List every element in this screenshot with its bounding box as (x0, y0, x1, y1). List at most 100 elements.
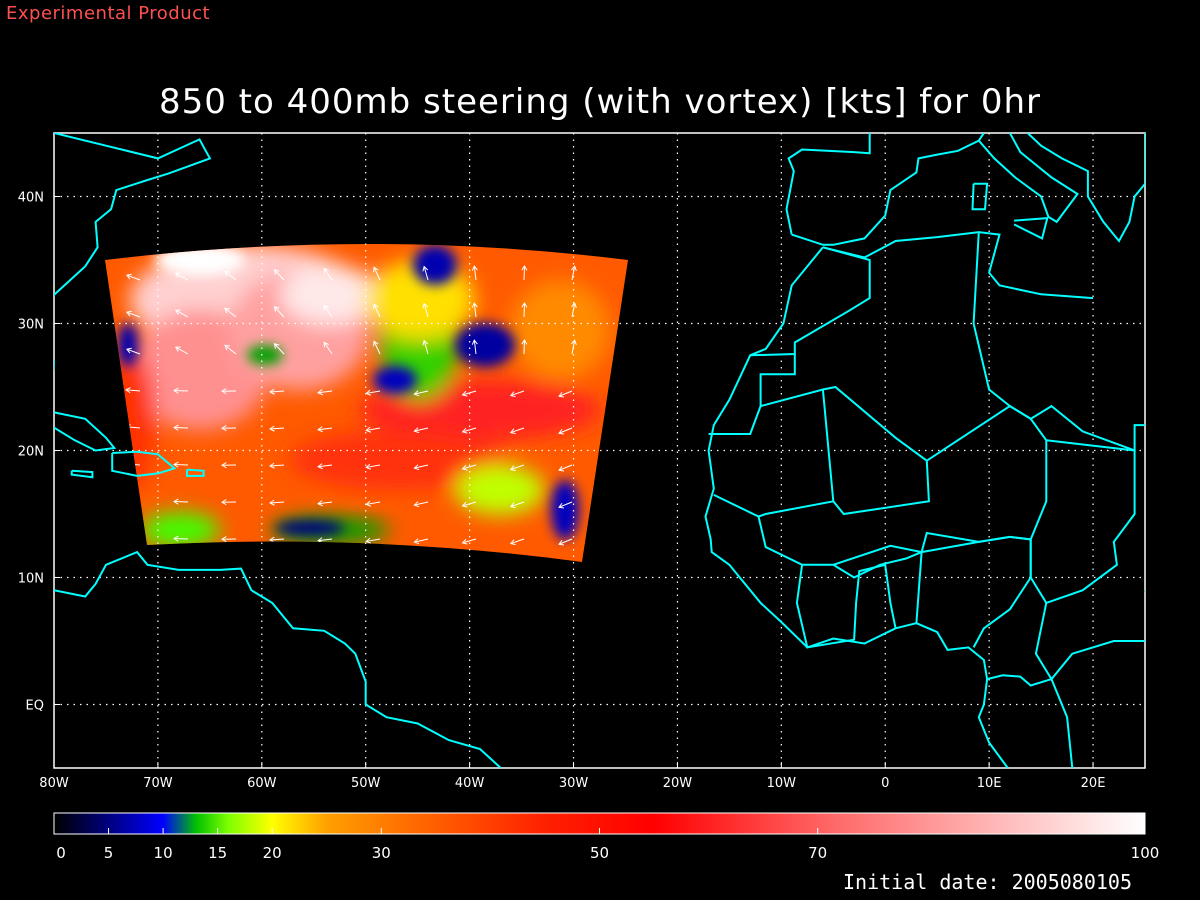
wind-arrow (558, 464, 573, 471)
wind-arrow (473, 303, 477, 318)
coast-jamaica (70, 469, 94, 479)
border-w-sahara (708, 354, 796, 435)
wind-arrow-head (422, 302, 429, 309)
steering-field (105, 244, 628, 562)
border-mauritania (713, 388, 835, 518)
y-tick-label: EQ (26, 699, 44, 714)
wind-arrow-head (461, 501, 468, 508)
wind-arrow (318, 464, 333, 468)
wind-arrow-head (509, 502, 516, 509)
wind-arrow (462, 427, 477, 433)
colorbar-tick-label: 20 (263, 844, 282, 862)
wind-arrow-head (422, 265, 429, 272)
x-tick-label: 10W (767, 776, 797, 791)
wind-arrow-head (413, 464, 420, 471)
wind-arrow-head (317, 500, 323, 507)
wind-arrow-head (461, 464, 468, 471)
border-west-africa (757, 516, 922, 579)
wind-arrow (274, 269, 285, 281)
colorbar-ticks: 0 5 10 15 20 30 50 70 100 (53, 828, 1160, 862)
wind-arrow (510, 464, 525, 471)
wind-arrow-head (373, 340, 379, 347)
border-nigeria (915, 535, 1032, 648)
border-chad (1029, 439, 1136, 605)
wind-arrow-head (173, 498, 179, 505)
wind-arrow (473, 340, 477, 355)
colorbar-tick-label: 50 (590, 844, 609, 862)
wind-arrow-head (570, 265, 577, 272)
wind-arrow (126, 500, 141, 503)
colorbar-tick-label: 100 (1131, 844, 1160, 862)
wind-arrow (318, 538, 333, 542)
initial-date: Initial date: 2005080105 (843, 870, 1132, 894)
wind-arrow-head (221, 388, 227, 395)
wind-arrow (269, 390, 285, 393)
wind-arrow-head (269, 425, 275, 432)
wind-arrow-head (173, 535, 179, 542)
coast-italy (978, 133, 1079, 224)
wind-arrow (423, 266, 429, 281)
wind-arrow (366, 427, 381, 431)
wind-arrow-head (221, 536, 227, 543)
wind-arrow (414, 538, 429, 543)
wind-arrow (274, 306, 285, 318)
wind-arrow (269, 538, 285, 541)
x-tick-label: 0 (881, 776, 889, 791)
colorbar-tick-label: 30 (372, 844, 391, 862)
coastlines (54, 133, 1145, 768)
wind-arrow-head (125, 273, 132, 280)
wind-arrow-head (521, 265, 528, 271)
y-tick-label: 10N (18, 572, 44, 587)
wind-arrow-head (221, 499, 227, 506)
wind-arrow-head (413, 390, 420, 397)
wind-arrow-head (558, 539, 565, 546)
wind-arrow (571, 303, 576, 318)
wind-arrow-head (509, 428, 516, 435)
wind-arrow-head (224, 344, 230, 351)
coast-puerto-rico (186, 468, 205, 477)
wind-arrow (462, 390, 477, 396)
x-tick-label: 60W (247, 776, 277, 791)
coast-sicily (1013, 216, 1049, 240)
wind-arrow-head (558, 465, 565, 472)
colorbar-tick-label: 0 (56, 844, 66, 862)
wind-arrow-head (422, 339, 429, 346)
wind-arrow (571, 266, 576, 281)
wind-arrow-head (558, 502, 565, 509)
wind-arrow-head (317, 389, 323, 396)
wind-arrow (373, 267, 381, 281)
wind-arrow (269, 464, 285, 467)
wind-arrow (558, 538, 573, 545)
wind-arrow (224, 344, 237, 355)
wind-arrow-head (509, 539, 516, 546)
wind-arrow-head (365, 463, 372, 470)
wind-arrow-head (125, 461, 131, 468)
wind-arrow-head (174, 346, 181, 352)
wind-arrow-head (461, 390, 468, 397)
wind-arrow (366, 501, 381, 505)
coast-adriatic (1026, 133, 1145, 243)
wind-arrow-head (365, 537, 372, 544)
border-algeria-libya (972, 232, 1145, 452)
y-tick-label: 40N (18, 191, 44, 206)
x-tick-label: 80W (39, 776, 69, 791)
wind-arrow-head (269, 388, 275, 395)
wind-arrow (318, 501, 333, 505)
wind-arrow (414, 501, 429, 506)
wind-arrow (366, 464, 381, 468)
wind-arrow-head (413, 501, 420, 508)
wind-arrow (269, 501, 285, 504)
wind-arrow (373, 304, 381, 318)
wind-arrow-head (509, 391, 516, 398)
x-tick-label: 20W (663, 776, 693, 791)
wind-arrow (323, 305, 333, 318)
wind-arrow-head (269, 499, 275, 506)
x-tick-label: 50W (351, 776, 381, 791)
wind-arrow (462, 538, 477, 544)
wind-arrow (274, 343, 285, 355)
wind-arrow (423, 303, 429, 318)
wind-arrow-head (174, 309, 181, 315)
coast-africa-west (704, 246, 1009, 768)
wind-arrow (558, 390, 573, 397)
